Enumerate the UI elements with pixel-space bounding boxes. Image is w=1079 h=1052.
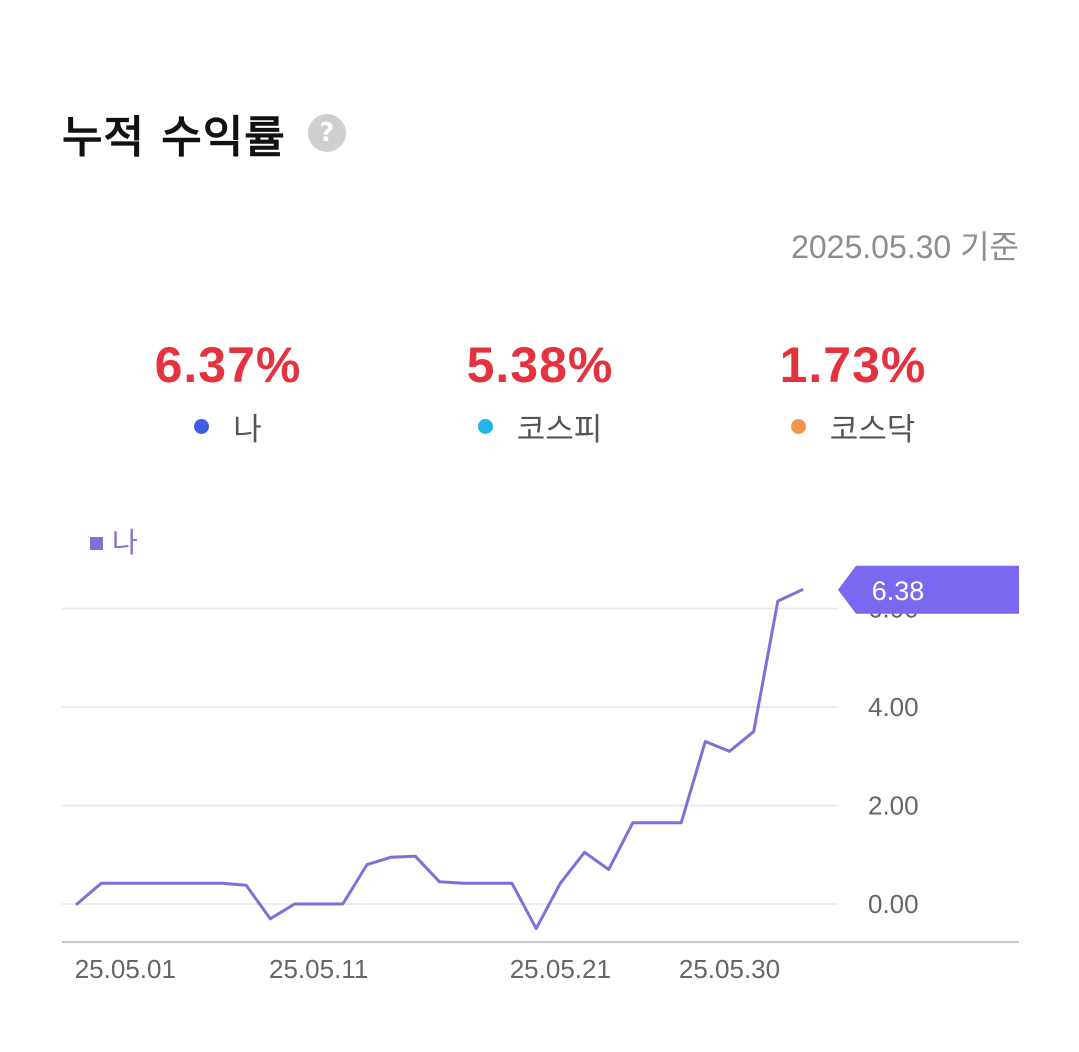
legend-label: 나 [112,526,138,559]
y-tick-label: 4.00 [868,692,919,722]
legend-dot-icon [790,419,806,434]
stat-value: 6.37% [154,337,302,393]
as-of-date: 2025.05.30 기준 [791,229,1019,265]
legend-dot-icon [194,419,210,434]
stat-value: 5.38% [466,337,614,393]
stat-mine: 6.37% 나 [78,336,378,449]
y-tick-label: 0.00 [868,889,919,919]
x-tick-label: 25.05.01 [75,954,176,984]
title-row: 누적 수익률 ? [62,98,346,168]
stat-label: 나 [233,412,262,448]
stat-label-row: 나 [78,404,378,449]
return-line-chart: 나0.002.004.006.0025.05.0125.05.1125.05.2… [62,526,1019,984]
x-tick-label: 25.05.21 [510,954,611,984]
stat-label-row: 코스피 [390,404,690,449]
stat-value: 1.73% [779,337,927,393]
y-tick-label: 2.00 [868,791,919,821]
series-line-na [75,588,804,931]
page-title: 누적 수익률 [62,112,286,163]
help-icon[interactable]: ? [307,114,346,152]
legend-swatch [90,537,103,550]
x-tick-label: 25.05.11 [269,954,368,984]
stat-label: 코스피 [516,412,603,448]
last-value-tag [838,565,1019,614]
last-value-label: 6.38 [872,576,925,606]
stat-label: 코스닥 [829,412,916,448]
stat-kosdaq: 1.73% 코스닥 [703,336,1003,449]
stat-label-row: 코스닥 [703,404,1003,449]
x-tick-label: 25.05.30 [679,954,780,984]
legend-dot-icon [477,419,493,434]
summary-stats: 6.37% 나 5.38% 코스피 1.73% 코스닥 [0,336,1079,466]
stat-kospi: 5.38% 코스피 [390,336,690,449]
